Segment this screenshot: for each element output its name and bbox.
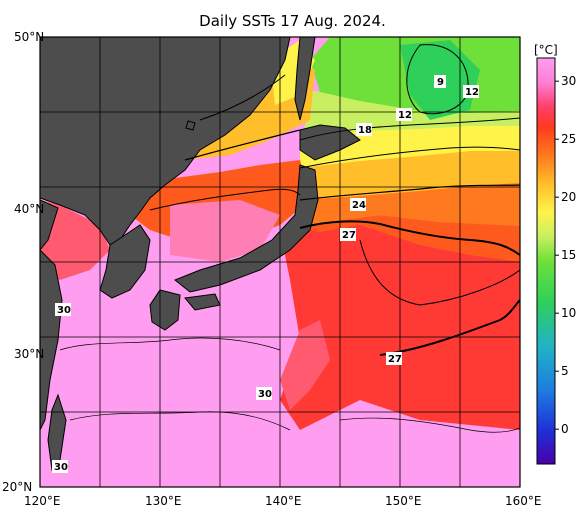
contour-label: 12	[465, 87, 479, 98]
contour-label: 30	[258, 389, 272, 400]
contours	[59, 44, 520, 433]
land	[40, 37, 361, 472]
contour-label: 18	[358, 125, 372, 136]
colorbar-tick-label: 30	[561, 74, 576, 88]
contour-line	[359, 239, 520, 306]
colorbar: [°C] 30 25 20 15 10 5 0	[534, 43, 576, 465]
yellow-sea-field	[40, 200, 110, 280]
japan-sea-south-field	[170, 200, 280, 262]
lat-label-50: 50°N	[14, 30, 44, 44]
contour-line	[299, 146, 520, 169]
contour-label: 30	[54, 462, 68, 473]
china-east-coast	[40, 249, 63, 431]
contour-label: 27	[342, 230, 356, 241]
colorbar-tick-label: 10	[561, 306, 576, 320]
contour-label: 9	[437, 77, 444, 88]
honshu	[174, 164, 319, 293]
sakhalin	[294, 37, 316, 121]
contour-line-27	[299, 220, 520, 256]
asian-mainland	[40, 37, 291, 246]
plot-frame	[39, 36, 521, 488]
colorbar-ticks: 30 25 20 15 10 5 0	[555, 74, 576, 436]
contour-line	[199, 74, 286, 121]
contour-line-27-south	[379, 299, 520, 356]
contour-line	[339, 417, 520, 433]
colorbar-tick-label: 20	[561, 190, 576, 204]
lon-label-130: 130°E	[145, 494, 182, 508]
yellow-band	[300, 150, 520, 200]
colorbar-unit: [°C]	[534, 43, 558, 57]
colorbar-tick-label: 0	[561, 422, 569, 436]
shandong-coast	[40, 199, 59, 251]
transition-field	[300, 215, 520, 262]
lon-label-150: 150°E	[385, 494, 422, 508]
lon-label-120: 120°E	[24, 494, 61, 508]
kyushu	[149, 289, 181, 331]
small-island	[185, 120, 196, 131]
contour-label: 12	[398, 110, 412, 121]
colorbar-scale	[536, 57, 556, 465]
contour-line	[59, 337, 281, 351]
contour-line	[406, 44, 469, 115]
contour-line	[299, 117, 520, 141]
map-title: Daily SSTs 17 Aug. 2024.	[199, 12, 386, 30]
korean-peninsula	[99, 224, 151, 299]
lat-label-40: 40°N	[14, 202, 44, 216]
hokkaido	[299, 124, 361, 161]
contour-label: 30	[57, 305, 71, 316]
colorbar-tick-label: 5	[561, 364, 569, 378]
contour-line	[184, 129, 301, 161]
contour-labels: 9 12 12 18 24 27 27 30 30 30	[52, 75, 479, 473]
contour-line	[149, 188, 301, 211]
lon-label-160: 160°E	[505, 494, 542, 508]
contour-label: 27	[388, 354, 402, 365]
colorbar-tick-label: 15	[561, 248, 576, 262]
contour-label: 24	[352, 200, 366, 211]
lat-label-30: 30°N	[14, 347, 44, 361]
warm-eddy-field	[280, 320, 330, 410]
lon-label-140: 140°E	[265, 494, 302, 508]
contour-line	[299, 184, 520, 201]
colorbar-tick-label: 25	[561, 132, 576, 146]
orange-band	[300, 182, 520, 228]
lat-label-20: 20°N	[2, 480, 32, 494]
